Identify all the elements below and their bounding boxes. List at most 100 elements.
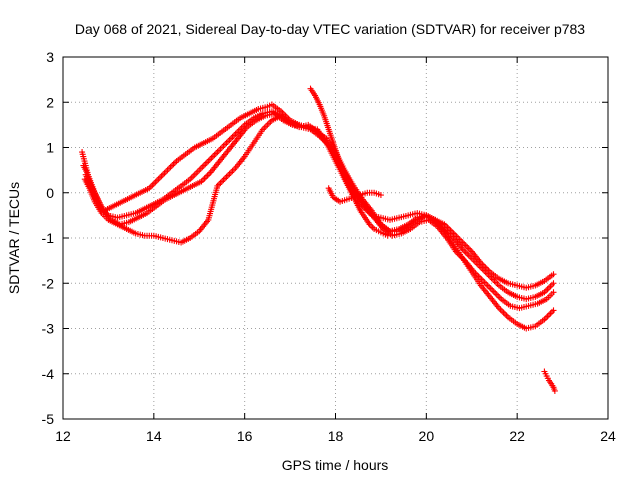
series-track-6 [325,185,384,205]
data-point [169,162,175,169]
x-tick-label: 12 [55,428,71,444]
data-point [264,121,271,128]
data-point [212,150,219,157]
data-point [225,138,232,145]
data-point [493,291,500,298]
data-point [203,159,210,166]
data-point [226,136,233,143]
data-point [153,177,160,184]
data-point [497,306,504,313]
data-point [201,175,208,182]
x-tick-label: 14 [146,428,162,444]
data-point [545,284,552,291]
series-track-5 [307,85,391,239]
data-point [384,232,391,239]
y-tick-label: -1 [42,230,55,246]
data-point [223,173,230,180]
data-point [188,174,195,181]
data-point [490,288,497,295]
data-point [377,192,384,199]
data-point [214,149,221,156]
data-point [226,170,233,177]
y-tick-label: 2 [46,94,54,110]
data-point [492,290,499,297]
data-point [262,123,269,130]
data-point [548,281,555,288]
data-point [483,281,490,288]
y-tick-label: -2 [42,275,55,291]
data-point [209,153,216,160]
data-point [165,165,172,172]
data-point [220,176,227,183]
data-point [482,268,489,275]
data-point [502,311,509,318]
data-point [206,170,213,177]
data-point [215,147,222,154]
data-point [205,158,212,165]
data-point [547,310,554,317]
data-point [211,152,218,159]
data-point [261,124,268,131]
axis-ticks: 12 14 16 18 20 22 24 3 2 1 0 -1 -2 -3 -4 -5 [42,49,616,444]
data-point [550,307,557,314]
data-point [159,171,166,178]
y-tick-label: -3 [42,321,55,337]
data-point [156,174,163,181]
data-point [196,167,203,174]
data-point [155,176,162,183]
x-tick-label: 24 [600,428,616,444]
data-point [167,164,174,171]
data-point [487,285,494,292]
data-point [150,180,157,187]
data-point [221,175,228,182]
data-point [550,280,557,287]
data-point [223,139,230,146]
data-point [265,120,272,127]
data-point [476,262,483,269]
y-tick-label: 0 [46,185,54,201]
data-point [149,182,156,189]
data-point [208,155,215,162]
data-point [544,286,551,293]
data-point [496,294,503,301]
data-point [206,156,213,163]
data-point [225,172,232,179]
data-point [170,161,177,168]
data-point [229,133,236,140]
data-point [158,173,165,180]
data-point [479,265,486,272]
data-point [228,135,235,142]
data-point [193,170,200,177]
data-point [503,312,510,319]
y-tick-label: 1 [46,140,54,156]
data-point [191,171,198,178]
data-point [229,167,236,174]
data-point [200,162,207,169]
data-point [480,267,487,274]
data-point [161,170,168,177]
data-point [197,165,204,172]
data-point [220,142,227,149]
series-track-7 [541,368,558,394]
data-point [217,146,224,153]
x-tick-label: 18 [328,428,344,444]
data-point [202,161,209,168]
data-point [162,168,169,175]
data-point [164,167,171,174]
chart-title: Day 068 of 2021, Sidereal Day-to-day VTE… [75,21,585,37]
data-point [217,179,224,186]
data-point [548,308,555,315]
data-point [218,178,225,185]
y-tick-label: -4 [42,366,55,382]
y-tick-label: -5 [42,411,55,427]
y-tick-label: 3 [46,49,54,65]
data-point [542,314,549,321]
data-point [190,173,197,180]
data-point [228,169,235,176]
data-point [194,168,201,175]
data-point [199,164,206,171]
data-point [545,311,552,318]
x-tick-label: 16 [237,428,253,444]
data-point [494,281,501,288]
